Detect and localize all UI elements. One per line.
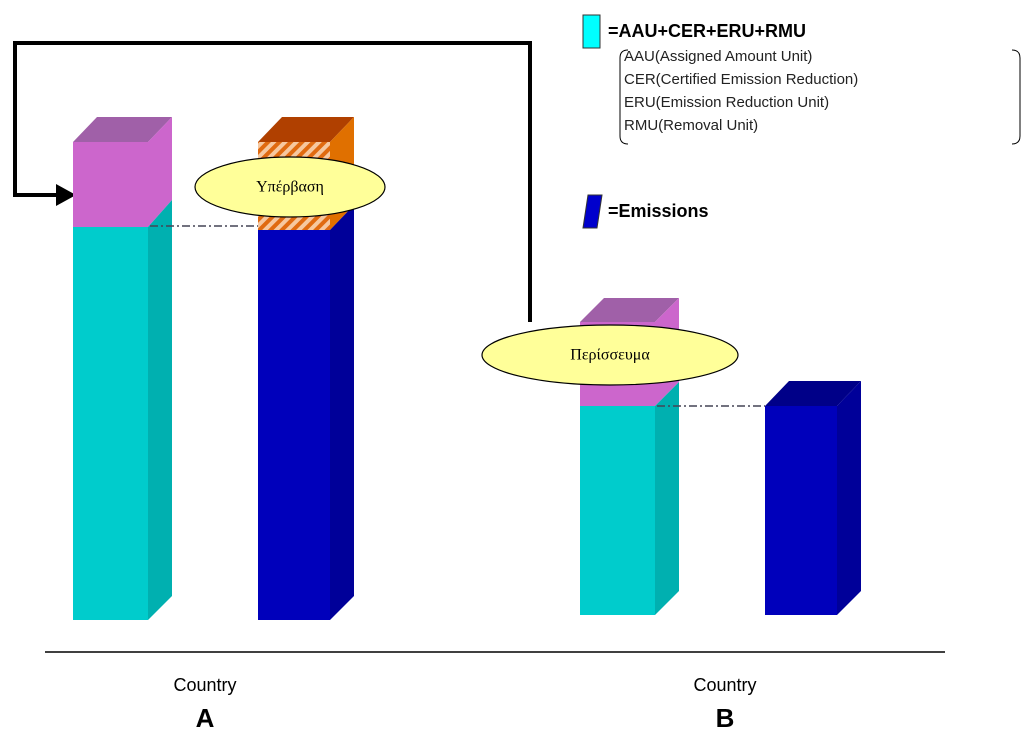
legend-swatch: [582, 194, 603, 229]
callout-oval: [481, 324, 739, 386]
country-b-emissions-bar: [765, 381, 861, 615]
country-letter: B: [716, 703, 735, 733]
transfer-arrow: [13, 41, 532, 322]
country-letter: A: [196, 703, 215, 733]
legend-item: CER(Certified Emission Reduction): [624, 71, 858, 88]
bracket: [1011, 49, 1021, 145]
legend-item: AAU(Assigned Amount Unit): [624, 48, 812, 65]
country-label: Country: [173, 675, 236, 695]
country-a-allowance-bar: [73, 117, 172, 620]
legend-label: =Emissions: [608, 201, 709, 221]
callout-oval: [194, 156, 386, 218]
callout-text: Περίσσευμα: [570, 347, 650, 364]
country-label: Country: [693, 675, 756, 695]
legend-item: RMU(Removal Unit): [624, 117, 758, 134]
legend-label: =AAU+CER+ERU+RMU: [608, 21, 806, 41]
bracket: [619, 49, 629, 145]
callout-text: Υπέρβαση: [256, 179, 324, 196]
legend-swatch: [582, 14, 601, 49]
legend-item: ERU(Emission Reduction Unit): [624, 94, 829, 111]
